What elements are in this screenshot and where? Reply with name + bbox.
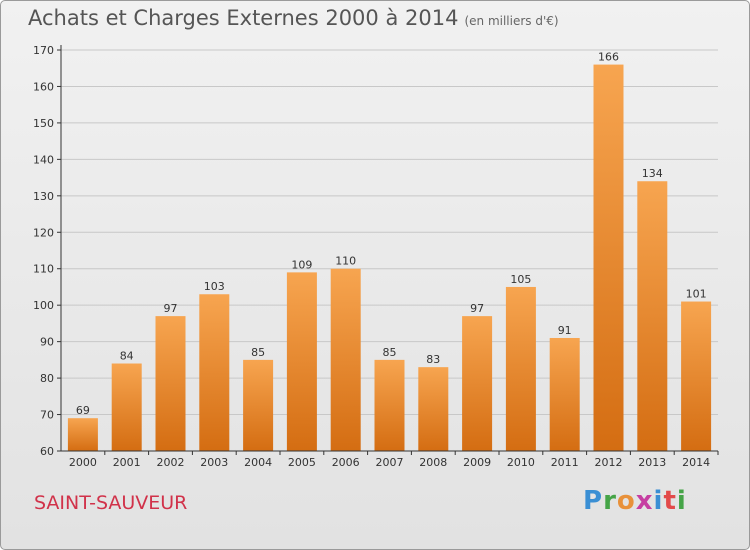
labels: 60 70 80 90 100 110 120 130 140 150 160 170 69 2000 84… bbox=[33, 44, 710, 469]
x-tick-label-2000: 2000 bbox=[69, 456, 97, 469]
y-tick-label: 110 bbox=[33, 263, 54, 276]
data-label-2012: 166 bbox=[598, 51, 619, 64]
data-label-2007: 85 bbox=[383, 346, 397, 359]
y-tick-label: 170 bbox=[33, 44, 54, 57]
bar-2012 bbox=[593, 64, 624, 451]
data-label-2011: 91 bbox=[558, 324, 572, 337]
x-tick-label-2001: 2001 bbox=[113, 456, 141, 469]
x-tick-label-2007: 2007 bbox=[376, 456, 404, 469]
bar-2007 bbox=[374, 359, 405, 451]
chart-unit: (en milliers d'€) bbox=[464, 14, 559, 28]
data-label-2001: 84 bbox=[120, 350, 134, 363]
y-tick-label: 90 bbox=[40, 336, 54, 349]
data-label-2010: 105 bbox=[510, 273, 531, 286]
bar-2003 bbox=[199, 294, 230, 451]
data-label-2008: 83 bbox=[426, 353, 440, 366]
bar-2002 bbox=[155, 316, 186, 451]
x-tick-label-2002: 2002 bbox=[157, 456, 185, 469]
x-tick-label-2014: 2014 bbox=[682, 456, 710, 469]
commune-name: SAINT-SAUVEUR bbox=[34, 492, 188, 514]
x-tick-label-2003: 2003 bbox=[200, 456, 228, 469]
x-tick-label-2006: 2006 bbox=[332, 456, 360, 469]
x-tick-label-2005: 2005 bbox=[288, 456, 316, 469]
data-label-2000: 69 bbox=[76, 404, 90, 417]
y-tick-label: 160 bbox=[33, 80, 54, 93]
chart-title-text: Achats et Charges Externes 2000 à 2014 bbox=[28, 6, 459, 30]
y-tick-label: 140 bbox=[33, 153, 54, 166]
chart-title: Achats et Charges Externes 2000 à 2014 (e… bbox=[28, 6, 559, 30]
bars bbox=[67, 64, 712, 451]
data-label-2013: 134 bbox=[642, 167, 663, 180]
data-label-2004: 85 bbox=[251, 346, 265, 359]
y-tick-label: 120 bbox=[33, 226, 54, 239]
x-tick-label-2004: 2004 bbox=[244, 456, 272, 469]
data-label-2014: 101 bbox=[686, 288, 707, 301]
bar-2005 bbox=[286, 272, 317, 451]
x-tick-label-2010: 2010 bbox=[507, 456, 535, 469]
data-label-2006: 110 bbox=[335, 255, 356, 268]
data-label-2003: 103 bbox=[204, 280, 225, 293]
y-tick-label: 130 bbox=[33, 190, 54, 203]
y-tick-label: 60 bbox=[40, 445, 54, 458]
data-label-2009: 97 bbox=[470, 302, 484, 315]
bar-2000 bbox=[67, 418, 98, 451]
bar-2010 bbox=[505, 286, 536, 451]
x-tick-label-2012: 2012 bbox=[595, 456, 623, 469]
x-tick-label-2011: 2011 bbox=[551, 456, 579, 469]
bar-2014 bbox=[681, 301, 712, 451]
bar-2001 bbox=[111, 363, 142, 451]
data-label-2005: 109 bbox=[291, 258, 312, 271]
bar-2008 bbox=[418, 367, 449, 451]
proxiti-logo: Proxiti bbox=[583, 486, 687, 516]
bar-2004 bbox=[243, 359, 274, 451]
y-tick-label: 150 bbox=[33, 117, 54, 130]
bar-2009 bbox=[462, 316, 493, 451]
y-tick-label: 100 bbox=[33, 299, 54, 312]
bar-2011 bbox=[549, 337, 580, 451]
bar-2013 bbox=[637, 181, 668, 451]
x-tick-label-2008: 2008 bbox=[419, 456, 447, 469]
axes bbox=[57, 45, 719, 455]
x-tick-label-2009: 2009 bbox=[463, 456, 491, 469]
bar-2006 bbox=[330, 268, 361, 451]
x-tick-label-2013: 2013 bbox=[638, 456, 666, 469]
y-tick-label: 70 bbox=[40, 409, 54, 422]
data-label-2002: 97 bbox=[164, 302, 178, 315]
y-tick-label: 80 bbox=[40, 372, 54, 385]
